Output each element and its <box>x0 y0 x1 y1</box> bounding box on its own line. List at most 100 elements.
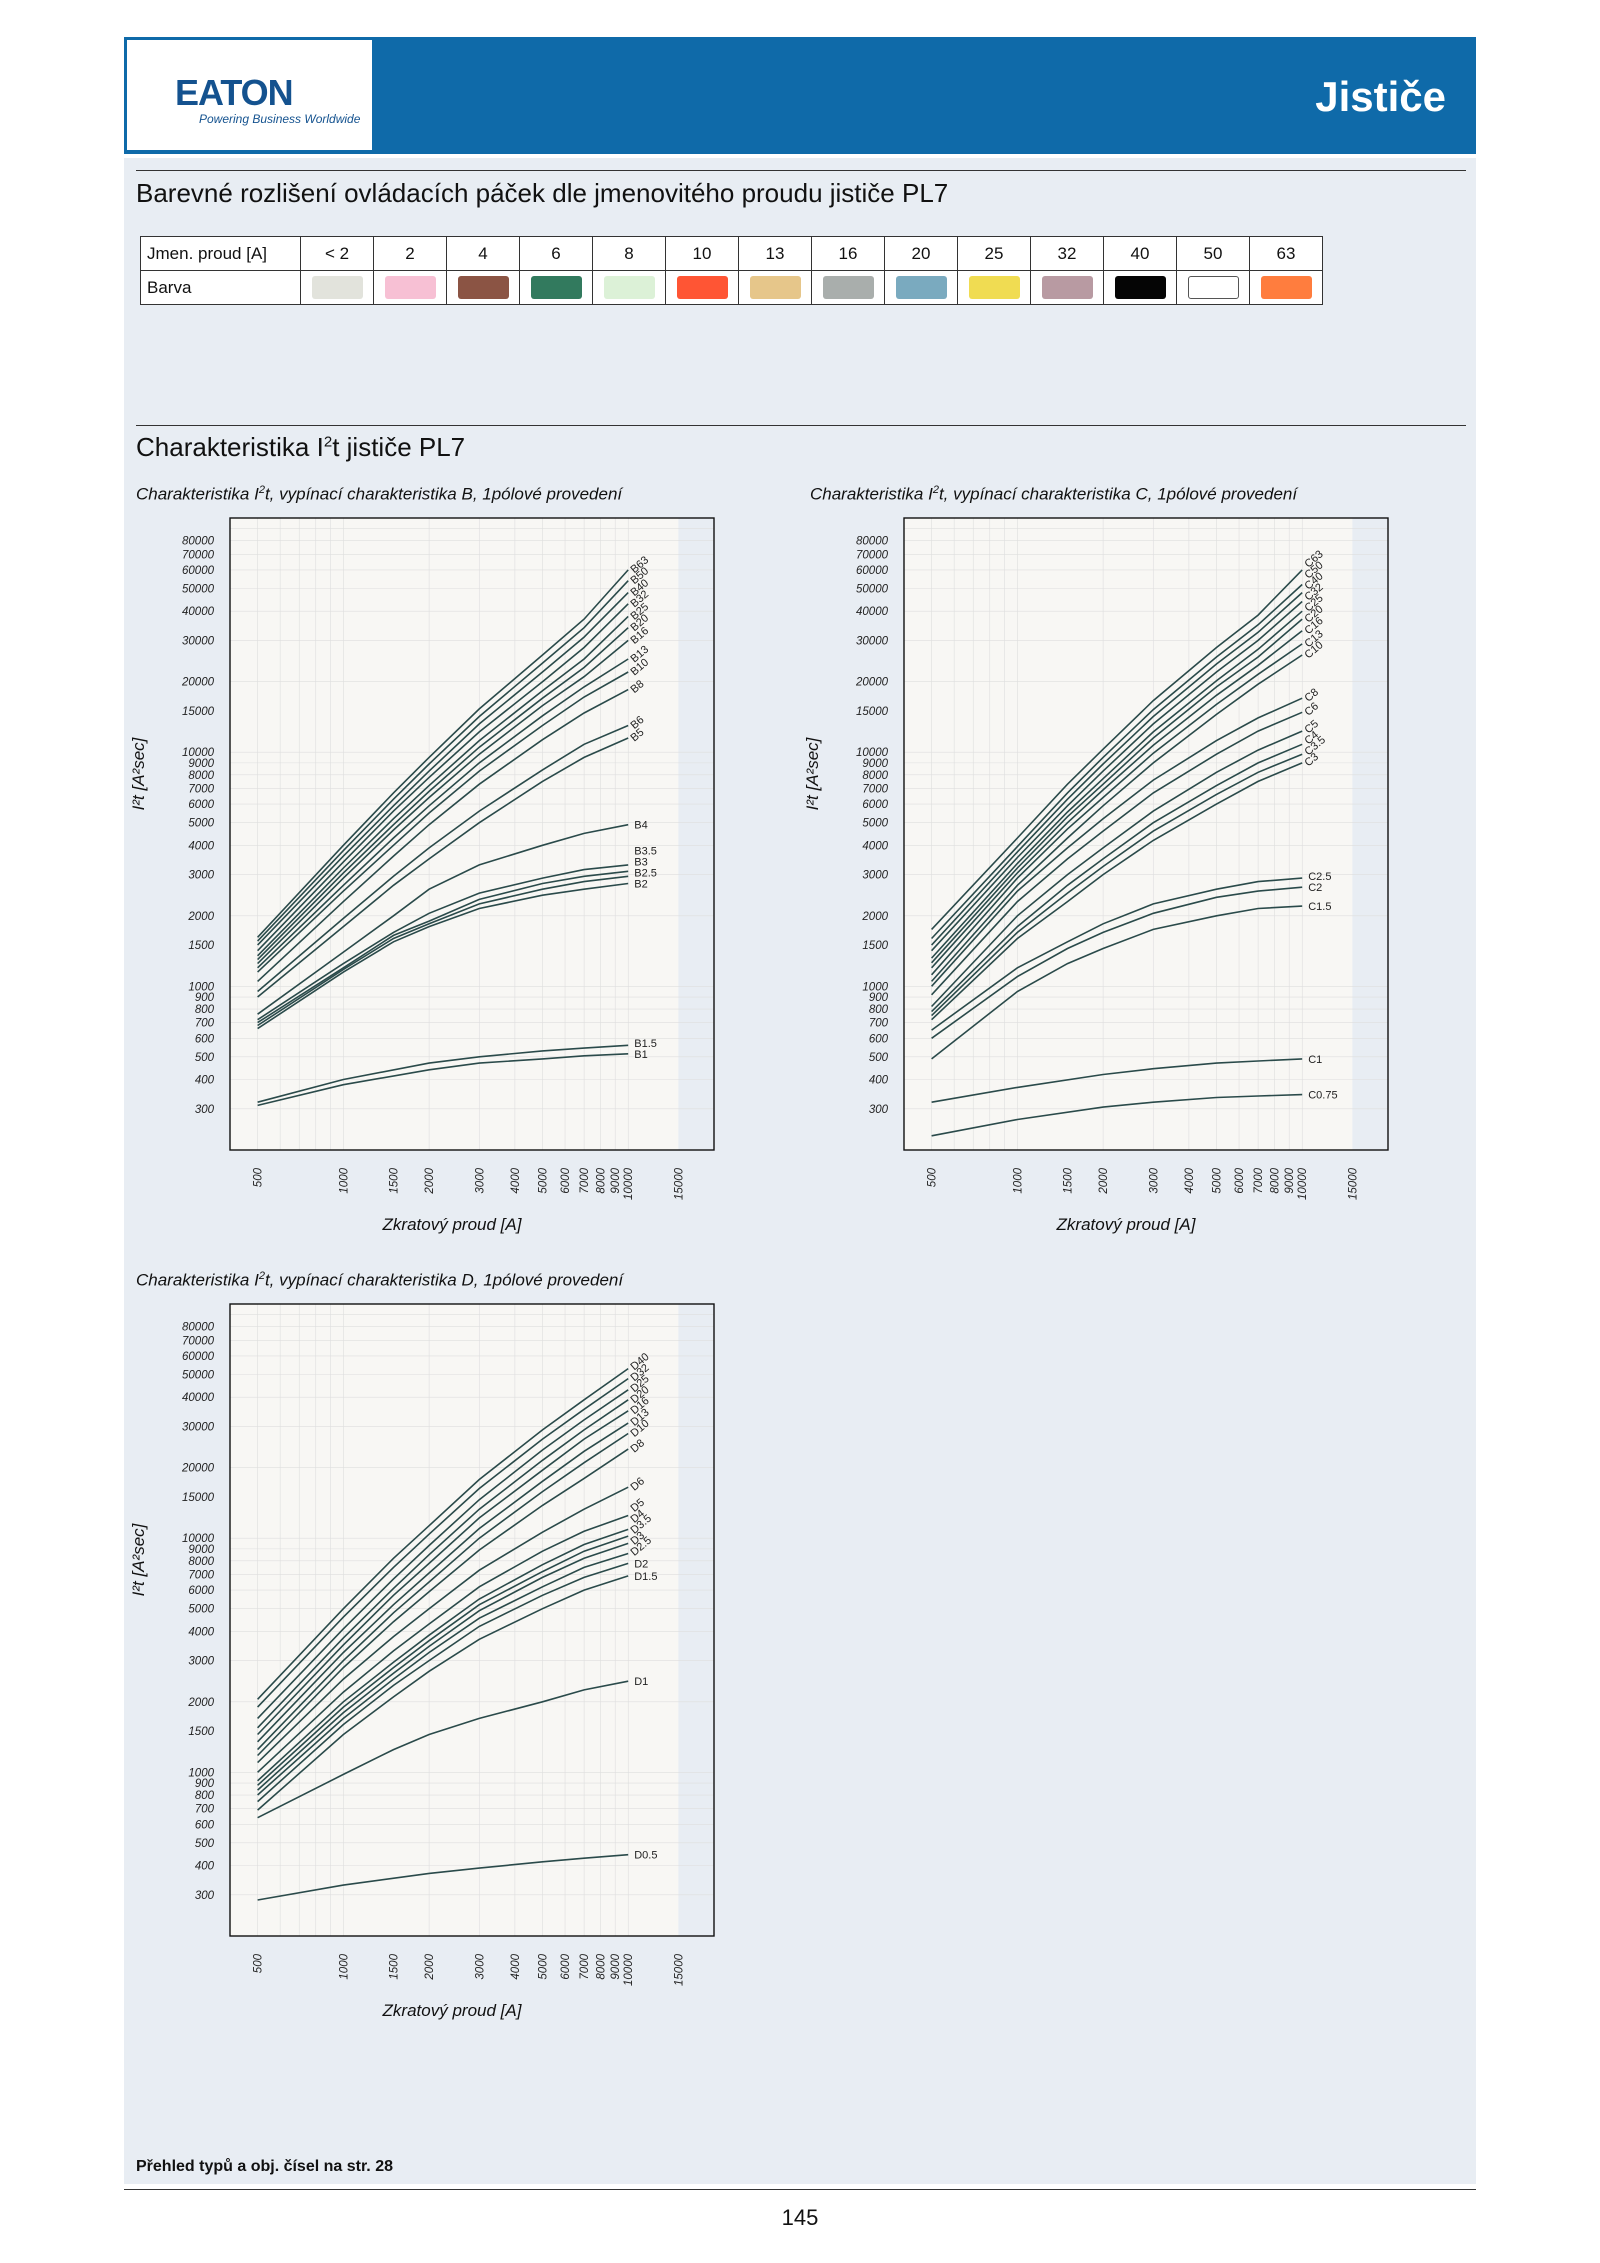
color-cell <box>519 270 593 305</box>
x-tick-label: 7000 <box>1253 1167 1265 1193</box>
y-tick-label: 3000 <box>188 1656 214 1668</box>
x-tick-label: 500 <box>253 1167 265 1187</box>
caption-superscript: 2 <box>258 484 265 496</box>
i2t-chart-d: 3004005006007008009001000150020003000400… <box>129 1303 715 2020</box>
series-label: C2 <box>1308 882 1322 894</box>
color-swatch <box>968 276 1020 299</box>
y-tick-label: 1500 <box>188 1726 214 1738</box>
x-tick-label: 4000 <box>1184 1167 1196 1193</box>
series-line-B1 <box>257 1053 629 1107</box>
series-line-B13 <box>257 658 629 969</box>
series-line-D2.5 <box>257 1552 629 1796</box>
y-tick-label: 500 <box>869 1052 889 1064</box>
rating-cell: 4 <box>446 236 520 271</box>
x-axis-label: Zkratový proud [A] <box>1056 1215 1197 1234</box>
y-axis-label: I²t [A²sec] <box>129 1522 148 1596</box>
color-cell <box>665 270 739 305</box>
color-cell <box>957 270 1031 305</box>
series-label: D0.5 <box>634 1850 657 1862</box>
y-tick-label: 8000 <box>862 770 888 782</box>
y-tick-label: 60000 <box>182 565 215 577</box>
color-swatch <box>603 276 655 299</box>
y-tick-label: 900 <box>869 992 889 1004</box>
x-tick-label: 3000 <box>1148 1167 1160 1193</box>
series-line-D40 <box>257 1367 629 1700</box>
y-tick-label: 50000 <box>856 583 889 595</box>
color-swatch <box>895 276 947 299</box>
color-cell <box>300 270 374 305</box>
series-line-C40 <box>931 592 1303 946</box>
plot-frame <box>229 517 715 1151</box>
rating-cell: 25 <box>957 236 1031 271</box>
series-line-D16 <box>257 1410 629 1736</box>
caption-superscript: 2 <box>258 1270 265 1282</box>
y-tick-label: 5000 <box>188 1604 214 1616</box>
color-swatch <box>676 276 728 299</box>
i2t-chart-b: 3004005006007008009001000150020003000400… <box>129 517 715 1234</box>
series-line-B2.5 <box>257 875 629 1027</box>
series-line-B2 <box>257 882 629 1030</box>
y-tick-label: 700 <box>195 1018 215 1030</box>
series-label: B3 <box>634 856 647 868</box>
y-tick-label: 80000 <box>182 536 215 548</box>
i2t-chart-c: 3004005006007008009001000150020003000400… <box>803 517 1389 1234</box>
series-line-B3 <box>257 870 629 1024</box>
caption-text: t, vypínací charakteristika C, 1pólové p… <box>938 484 1298 504</box>
y-tick-label: 80000 <box>856 536 889 548</box>
series-label: B2 <box>634 878 647 890</box>
caption-superscript: 2 <box>932 484 939 496</box>
series-label: D1.5 <box>634 1571 657 1583</box>
series-line-C1 <box>931 1058 1303 1103</box>
color-row: Barva <box>140 270 1323 305</box>
y-tick-label: 15000 <box>182 706 215 718</box>
x-axis-label: Zkratový proud [A] <box>382 1215 523 1234</box>
x-tick-label: 1500 <box>389 1953 401 1979</box>
x-tick-label: 4000 <box>510 1953 522 1979</box>
series-line-C4 <box>931 743 1303 1013</box>
x-tick-label: 500 <box>927 1167 939 1187</box>
color-swatch <box>384 276 436 299</box>
x-tick-label: 5000 <box>537 1953 549 1979</box>
x-tick-label: 6000 <box>560 1167 572 1193</box>
x-tick-label: 3000 <box>474 1167 486 1193</box>
y-tick-label: 70000 <box>182 1335 215 1347</box>
x-tick-label: 4000 <box>510 1167 522 1193</box>
color-swatch <box>1114 276 1166 299</box>
y-tick-label: 6000 <box>862 799 888 811</box>
y-tick-label: 800 <box>195 1004 215 1016</box>
y-tick-label: 4000 <box>862 840 888 852</box>
y-tick-label: 400 <box>195 1861 215 1873</box>
y-tick-label: 80000 <box>182 1322 215 1334</box>
eaton-logo: EATON <box>175 72 294 113</box>
x-tick-label: 5000 <box>1211 1167 1223 1193</box>
y-tick-label: 300 <box>195 1104 215 1116</box>
x-tick-label: 8000 <box>596 1953 608 1979</box>
series-line-B1.5 <box>257 1044 629 1103</box>
rating-cell: 2 <box>373 236 447 271</box>
y-tick-label: 9000 <box>862 758 888 770</box>
chart-caption-c: Charakteristika I2t, vypínací charakteri… <box>810 484 1297 505</box>
series-line-C3 <box>931 762 1303 1021</box>
color-cell <box>738 270 812 305</box>
y-tick-label: 7000 <box>188 783 214 795</box>
series-label: B1.5 <box>634 1038 657 1050</box>
y-tick-label: 900 <box>195 1778 215 1790</box>
title-text: t jističe PL7 <box>332 432 466 462</box>
color-swatch <box>530 276 582 299</box>
caption-text: Charakteristika I <box>136 484 259 504</box>
y-tick-label: 8000 <box>188 770 214 782</box>
color-cell <box>1030 270 1104 305</box>
y-tick-label: 1000 <box>862 981 888 993</box>
y-tick-label: 600 <box>869 1033 889 1045</box>
series-line-B20 <box>257 627 629 961</box>
series-line-C16 <box>931 630 1303 969</box>
rating-row-label: Jmen. proud [A] <box>140 236 301 271</box>
x-tick-label: 9000 <box>610 1953 622 1979</box>
series-line-B8 <box>257 688 629 982</box>
series-label: B4 <box>634 820 647 832</box>
y-tick-label: 60000 <box>856 565 889 577</box>
y-tick-label: 600 <box>195 1033 215 1045</box>
caption-text: Charakteristika I <box>810 484 933 504</box>
y-tick-label: 9000 <box>188 758 214 770</box>
x-tick-label: 7000 <box>579 1953 591 1979</box>
